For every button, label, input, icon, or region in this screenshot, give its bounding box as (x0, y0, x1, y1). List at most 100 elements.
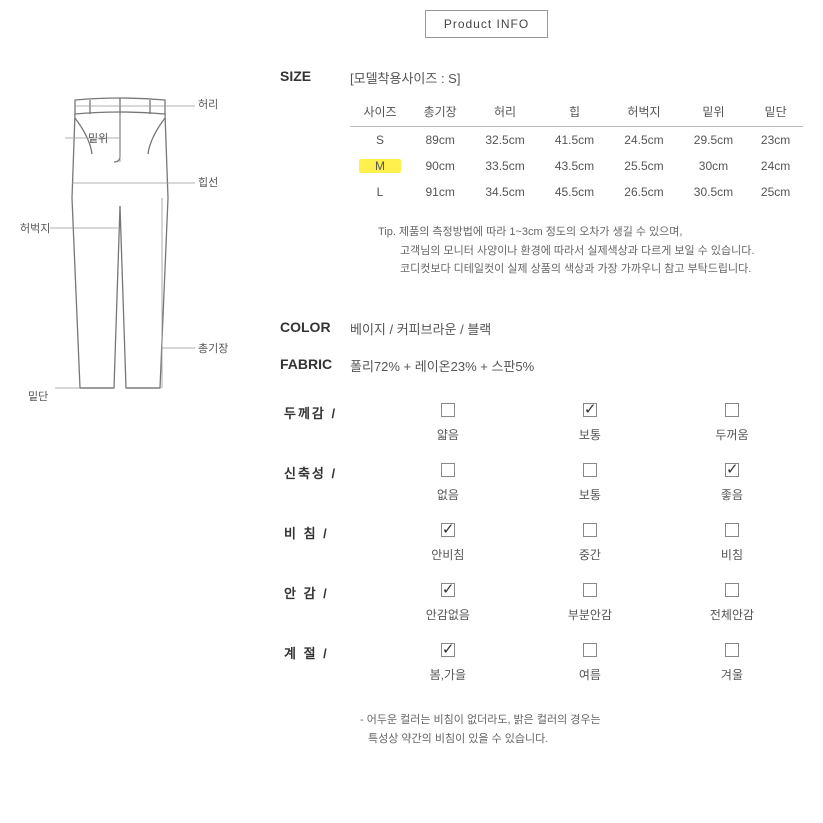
size-value: 45.5cm (540, 179, 609, 205)
diagram-label-length: 총기장 (198, 340, 228, 356)
attr-label-season: 계 절 / (280, 633, 377, 693)
attr-row-sheer: 비 침 /안비침 중간 비침 (280, 513, 803, 573)
checkbox-icon (725, 403, 739, 417)
footnote: - 어두운 컬러는 비침이 없더라도, 밝은 컬러의 경우는 특성상 약간의 비… (360, 711, 803, 748)
color-value: 베이지 / 커피브라운 / 블랙 (350, 319, 803, 338)
attr-option: 부분안감 (519, 573, 661, 633)
diagram-label-rise: 밑위 (88, 130, 108, 146)
size-label: SIZE (280, 68, 350, 301)
pants-diagram: 허리 밑위 힙선 허벅지 총기장 밑단 (20, 88, 230, 418)
attr-option: 중간 (519, 513, 661, 573)
size-col-rise: 밑위 (679, 97, 748, 127)
size-cell: S (350, 127, 410, 154)
size-value: 24.5cm (609, 127, 678, 154)
attr-option-label: 얇음 (381, 426, 515, 443)
attr-option: 얇음 (377, 393, 519, 453)
attributes-table: 두께감 /얇음보통두꺼움신축성 /없음보통좋음비 침 /안비침중간비침안 감 /… (280, 393, 803, 693)
attr-option-label: 두꺼움 (665, 426, 799, 443)
size-value: 34.5cm (470, 179, 539, 205)
attr-option-label: 없음 (381, 486, 515, 503)
size-value: 30.5cm (679, 179, 748, 205)
attr-option: 보통 (519, 393, 661, 453)
attr-option: 여름 (519, 633, 661, 693)
fabric-label: FABRIC (280, 356, 350, 375)
product-info-badge: Product INFO (425, 10, 548, 38)
checkbox-icon (725, 463, 739, 477)
size-value: 23cm (748, 127, 803, 154)
tip-line3: 코디컷보다 디테일컷이 실제 상품의 색상과 가장 가까우니 참고 부탁드립니다… (400, 260, 751, 279)
size-value: 25.5cm (609, 153, 678, 179)
size-value: 32.5cm (470, 127, 539, 154)
size-value: 25cm (748, 179, 803, 205)
size-col-waist: 허리 (470, 97, 539, 127)
checkbox-icon (441, 523, 455, 537)
attr-option: 좋음 (661, 453, 803, 513)
attr-label-lining: 안 감 / (280, 573, 377, 633)
size-value: 26.5cm (609, 179, 678, 205)
attr-label-thickness: 두께감 / (280, 393, 377, 453)
tip-prefix: Tip. (378, 226, 396, 238)
attr-option: 겨울 (661, 633, 803, 693)
size-col-thigh: 허벅지 (609, 97, 678, 127)
attr-option: 보통 (519, 453, 661, 513)
attr-option: 비침 (661, 513, 803, 573)
attr-option: 두꺼움 (661, 393, 803, 453)
size-cell: L (350, 179, 410, 205)
diagram-label-thigh: 허벅지 (20, 220, 50, 236)
attr-option-label: 좋음 (665, 486, 799, 503)
attr-option-label: 중간 (523, 546, 657, 563)
attr-option: 안감없음 (377, 573, 519, 633)
size-col-hem: 밑단 (748, 97, 803, 127)
size-value: 43.5cm (540, 153, 609, 179)
size-table: 사이즈 총기장 허리 힙 허벅지 밑위 밑단 S89cm32.5cm41.5cm… (350, 97, 803, 205)
size-tip: Tip. 제품의 측정방법에 따라 1~3cm 정도의 오차가 생길 수 있으며… (378, 223, 803, 279)
size-cell: M (350, 153, 410, 179)
model-size: [모델착용사이즈 : S] (350, 68, 803, 87)
attr-option-label: 부분안감 (523, 606, 657, 623)
size-value: 91cm (410, 179, 470, 205)
size-value: 33.5cm (470, 153, 539, 179)
footnote-line2: 특성상 약간의 비침이 있을 수 있습니다. (368, 730, 548, 749)
checkbox-icon (583, 403, 597, 417)
tip-line2: 고객님의 모니터 사양이나 환경에 따라서 실제색상과 다르게 보일 수 있습니… (400, 242, 754, 261)
checkbox-icon (725, 643, 739, 657)
attr-option-label: 비침 (665, 546, 799, 563)
size-value: 90cm (410, 153, 470, 179)
checkbox-icon (441, 583, 455, 597)
attr-option: 봄,가을 (377, 633, 519, 693)
tip-line1: 제품의 측정방법에 따라 1~3cm 정도의 오차가 생길 수 있으며, (399, 226, 682, 238)
footnote-line1: - 어두운 컬러는 비침이 없더라도, 밝은 컬러의 경우는 (360, 714, 601, 726)
attr-option-label: 안비침 (381, 546, 515, 563)
attr-option: 없음 (377, 453, 519, 513)
attr-row-thickness: 두께감 /얇음 보통 두꺼움 (280, 393, 803, 453)
checkbox-icon (583, 463, 597, 477)
attr-label-sheer: 비 침 / (280, 513, 377, 573)
checkbox-icon (441, 403, 455, 417)
attr-row-season: 계 절 /봄,가을 여름겨울 (280, 633, 803, 693)
attr-option-label: 안감없음 (381, 606, 515, 623)
size-col-hip: 힙 (540, 97, 609, 127)
size-value: 24cm (748, 153, 803, 179)
checkbox-icon (725, 583, 739, 597)
size-col-length: 총기장 (410, 97, 470, 127)
color-label: COLOR (280, 319, 350, 338)
attr-row-stretch: 신축성 /없음보통좋음 (280, 453, 803, 513)
attr-option: 전체안감 (661, 573, 803, 633)
size-value: 41.5cm (540, 127, 609, 154)
attr-row-lining: 안 감 /안감없음 부분안감전체안감 (280, 573, 803, 633)
fabric-value: 폴리72% + 레이온23% + 스판5% (350, 356, 803, 375)
attr-option-label: 보통 (523, 486, 657, 503)
diagram-label-hem: 밑단 (28, 388, 48, 404)
diagram-panel: 허리 밑위 힙선 허벅지 총기장 밑단 (20, 68, 250, 748)
size-value: 89cm (410, 127, 470, 154)
checkbox-icon (583, 523, 597, 537)
attr-option-label: 보통 (523, 426, 657, 443)
attr-option: 안비침 (377, 513, 519, 573)
attr-option-label: 봄,가을 (381, 666, 515, 683)
checkbox-icon (583, 643, 597, 657)
attr-option-label: 여름 (523, 666, 657, 683)
size-value: 29.5cm (679, 127, 748, 154)
table-row: S89cm32.5cm41.5cm24.5cm29.5cm23cm (350, 127, 803, 154)
checkbox-icon (583, 583, 597, 597)
diagram-label-hip: 힙선 (198, 174, 218, 190)
